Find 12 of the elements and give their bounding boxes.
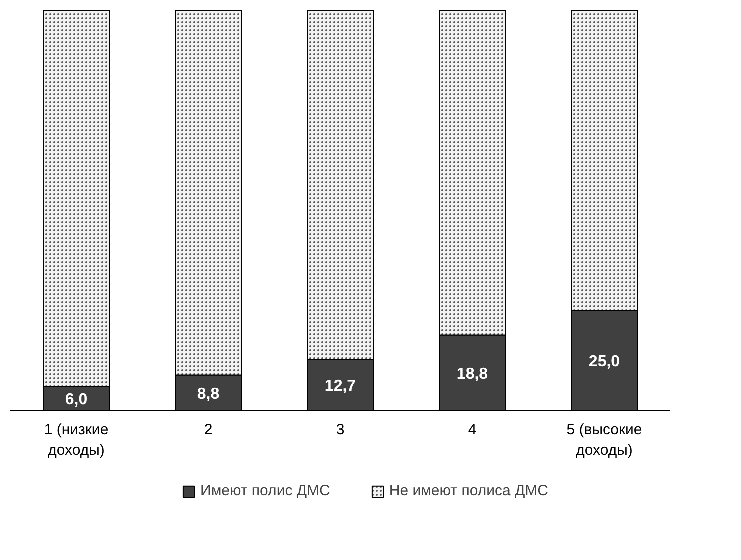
legend-label: Имеют полис ДМС xyxy=(200,482,330,500)
data-label: 18,8 xyxy=(456,366,488,383)
x-tick-label: 3 xyxy=(336,422,345,438)
data-label: 6,0 xyxy=(65,392,88,408)
data-label: 8,8 xyxy=(197,386,220,403)
data-label: 12,7 xyxy=(324,378,356,396)
x-tick-label: 2 xyxy=(204,422,213,438)
x-tick-label: 4 xyxy=(468,422,477,438)
x-tick-label: 5 (высокие доходы) xyxy=(566,422,642,459)
legend-label: Не имеют полиса ДМС xyxy=(389,482,548,500)
data-label: 25,0 xyxy=(588,354,620,370)
x-tick-label: 1 (низкие доходы) xyxy=(44,422,109,459)
